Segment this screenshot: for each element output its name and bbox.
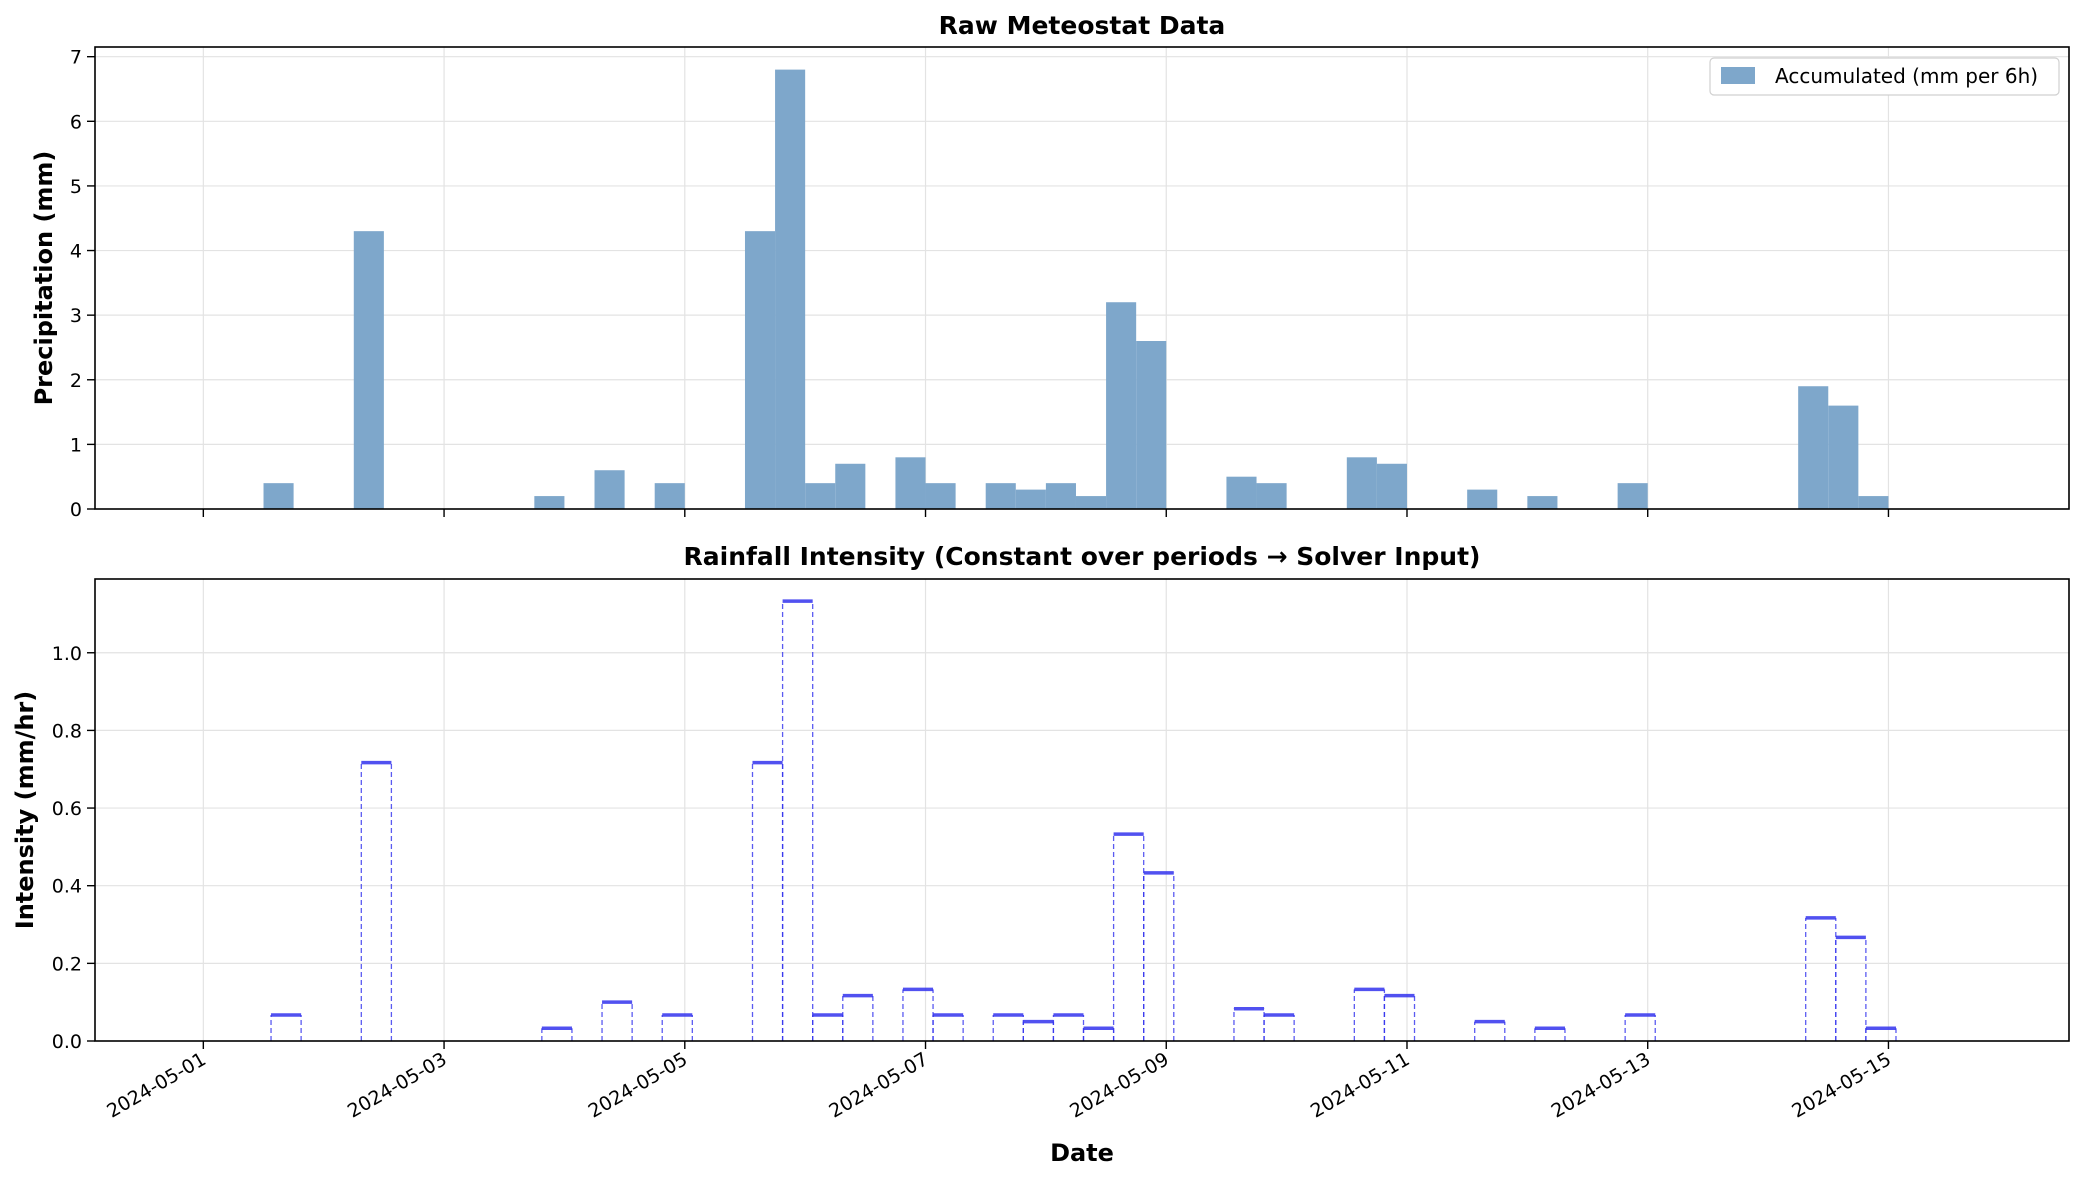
y-tick-label: 0 (70, 499, 82, 521)
precipitation-bar (1045, 483, 1076, 509)
precipitation-y-axis-label: Precipitation (mm) (30, 151, 58, 406)
x-tick-label: 2024-05-07 (825, 1048, 932, 1122)
precipitation-bar (835, 463, 866, 509)
y-tick-label: 5 (70, 176, 82, 198)
y-tick-label: 0.2 (52, 953, 82, 975)
precipitation-bar (534, 496, 565, 509)
precipitation-grid (95, 47, 2069, 510)
y-tick-label: 0.8 (52, 720, 82, 742)
y-tick-label: 1.0 (52, 643, 82, 665)
precipitation-bar (353, 231, 384, 509)
precipitation-bar (1858, 496, 1889, 509)
precipitation-bar (654, 483, 685, 509)
precipitation-legend: Accumulated (mm per 6h) (1709, 57, 2060, 96)
y-tick-label: 6 (70, 111, 82, 133)
x-tick-label: 2024-05-03 (344, 1048, 451, 1122)
intensity-y-ticks: 0.0 0.2 0.4 0.6 0.8 1.0 (52, 643, 95, 1053)
x-tick-label: 2024-05-05 (585, 1048, 692, 1122)
x-tick-label: 2024-05-15 (1788, 1048, 1895, 1122)
intensity-plot-frame (94, 578, 2070, 1042)
intensity-x-axis-label: Date (1050, 1139, 1114, 1167)
precipitation-bar (1226, 476, 1257, 509)
x-tick-label: 2024-05-13 (1548, 1048, 1655, 1122)
precipitation-plot-frame (94, 46, 2070, 510)
precipitation-bar (1015, 489, 1046, 509)
x-tick-label: 2024-05-11 (1307, 1048, 1414, 1122)
precipitation-bar (1798, 386, 1829, 509)
precipitation-bar (1527, 496, 1558, 509)
legend-frame (1709, 57, 2060, 96)
precipitation-bar (895, 457, 926, 509)
precipitation-bar (744, 231, 776, 509)
x-tick-label: 2024-05-09 (1066, 1048, 1173, 1122)
y-tick-label: 0.6 (52, 798, 82, 820)
precipitation-bars (263, 69, 1889, 509)
precipitation-bar (985, 483, 1016, 509)
precipitation-bar (775, 69, 806, 509)
y-tick-label: 0.4 (52, 876, 82, 898)
precipitation-bar (1136, 341, 1167, 509)
precipitation-bar (263, 483, 294, 509)
precipitation-y-ticks: 0 1 2 3 4 5 6 7 (70, 47, 95, 521)
precipitation-bar (925, 483, 956, 509)
precipitation-panel: Raw Meteostat Data 0 1 2 3 4 5 6 7 Precipitatio… (30, 11, 2070, 521)
precipitation-title: Raw Meteostat Data (939, 11, 1226, 40)
precipitation-bar (1617, 483, 1648, 509)
precipitation-bar (1376, 463, 1407, 509)
precipitation-bar (1467, 489, 1498, 509)
intensity-panel: Rainfall Intensity (Constant over period… (11, 542, 2070, 1167)
y-tick-label: 4 (70, 241, 82, 263)
y-tick-label: 0.0 (52, 1031, 82, 1053)
y-tick-label: 2 (70, 370, 82, 392)
intensity-steps (270, 599, 1897, 1041)
precipitation-bar (1106, 302, 1137, 509)
precipitation-bar (594, 470, 625, 509)
intensity-title: Rainfall Intensity (Constant over period… (684, 542, 1481, 571)
legend-swatch (1721, 67, 1755, 84)
precipitation-bar (1346, 457, 1377, 509)
intensity-x-ticks: 2024-05-01 2024-05-03 2024-05-05 2024-05-07… (103, 1041, 1895, 1123)
intensity-y-axis-label: Intensity (mm/hr) (11, 691, 39, 929)
x-tick-label: 2024-05-01 (103, 1048, 210, 1122)
y-tick-label: 3 (70, 305, 82, 327)
precipitation-x-ticks (202, 509, 1890, 517)
precipitation-bar (805, 483, 836, 509)
y-tick-label: 1 (70, 434, 82, 456)
precipitation-bar (1256, 483, 1287, 509)
y-tick-label: 7 (70, 47, 82, 69)
intensity-grid (95, 579, 2069, 1042)
legend-label: Accumulated (mm per 6h) (1775, 64, 2038, 88)
precipitation-bar (1828, 405, 1859, 509)
precipitation-bar (1075, 496, 1107, 509)
